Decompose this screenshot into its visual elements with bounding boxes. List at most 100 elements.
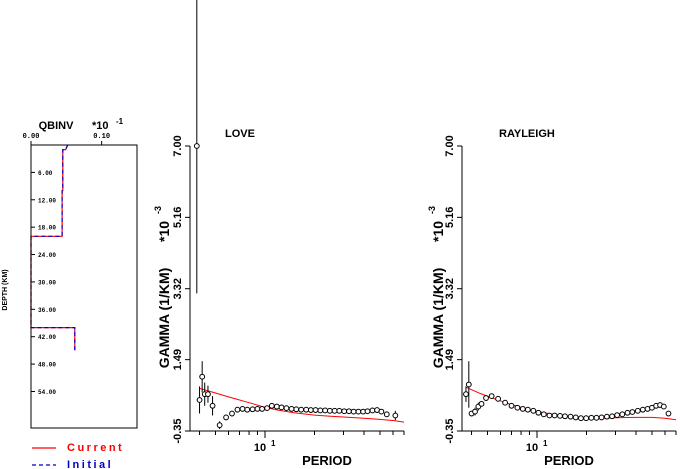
rayleigh-y-tick-label: 5.16	[444, 207, 456, 228]
rayleigh-data-point	[546, 412, 553, 419]
love-data-point	[355, 408, 362, 415]
rayleigh-y-tick-label: 7.00	[444, 135, 456, 156]
love-data-point	[268, 402, 275, 409]
rayleigh-data-point	[488, 393, 495, 400]
love-data-point	[209, 402, 216, 409]
rayleigh-data-point	[629, 409, 636, 415]
rayleigh-data-point	[567, 413, 574, 420]
love-x-axis-label: PERIOD	[302, 453, 352, 468]
qbinv-x-multiplier: *10	[92, 120, 109, 132]
rayleigh-y-tick-label: 1.49	[444, 349, 456, 370]
rayleigh-y-multiplier-exponent: -3	[427, 206, 437, 214]
qbinv-y-tick-label: 18.00	[38, 225, 56, 232]
rayleigh-data-marks	[463, 361, 677, 422]
rayleigh-data-point	[502, 399, 509, 406]
love-data-point	[264, 405, 271, 412]
qbinv-y-axis-label: DEPTH (KM)	[2, 269, 9, 310]
rayleigh-data-point	[639, 406, 646, 413]
qbinv-x-ticks: 0.00 0.10	[23, 133, 110, 145]
qbinv-y-tick-label: 12.00	[38, 197, 56, 204]
qbinv-y-tick-label: 54.00	[38, 389, 56, 396]
love-data-point	[283, 405, 290, 412]
rayleigh-data-point	[609, 413, 615, 420]
love-axes: -0.35 1.49 3.32 5.16 7.00 10 1	[172, 135, 405, 454]
rayleigh-title: RAYLEIGH	[499, 128, 555, 140]
love-data-point	[331, 407, 338, 414]
rayleigh-data-point	[557, 412, 563, 419]
rayleigh-data-point	[660, 403, 667, 410]
rayleigh-data-point	[572, 414, 579, 421]
love-data-point	[341, 408, 348, 415]
rayleigh-panel: RAYLEIGH -0.35 1.49 3.32 5.16 7.00 10 1 PERIOD…	[427, 128, 677, 468]
rayleigh-data-point	[472, 408, 478, 415]
rayleigh-data-point	[624, 409, 631, 416]
love-data-point	[346, 408, 352, 415]
love-y-tick-label: 7.00	[172, 135, 184, 156]
love-y-tick-label: -0.35	[172, 418, 184, 443]
love-y-tick-label: 3.32	[172, 278, 184, 299]
qbinv-y-tick-label: 42.00	[38, 334, 56, 341]
qbinv-y-tick-label: 24.00	[38, 252, 56, 259]
rayleigh-y-tick-label: -0.35	[444, 418, 456, 443]
rayleigh-data-point	[530, 407, 537, 414]
love-data-point	[193, 143, 200, 149]
love-data-point	[326, 407, 333, 414]
love-data-point	[312, 407, 319, 413]
love-data-point	[229, 410, 235, 417]
legend-current-label: Current	[67, 442, 124, 454]
love-data-point	[383, 411, 390, 418]
love-data-point	[234, 406, 241, 413]
love-data-point	[216, 422, 223, 429]
love-y-multiplier: *10	[156, 221, 172, 242]
love-data-point	[307, 407, 314, 413]
qbinv-y-tick-label: 30.00	[38, 279, 56, 286]
love-data-point	[244, 406, 251, 413]
rayleigh-data-point	[463, 391, 469, 398]
legend-initial-label: Initial	[67, 459, 113, 469]
qbinv-y-tick-label: 48.00	[38, 362, 56, 369]
rayleigh-data-point	[551, 412, 558, 419]
rayleigh-data-point	[578, 415, 584, 422]
love-data-point	[303, 406, 310, 413]
rayleigh-data-point	[519, 405, 526, 412]
rayleigh-data-point	[495, 395, 501, 402]
rayleigh-data-point	[465, 381, 472, 388]
love-y-axis-label: GAMMA (1/KM)	[156, 268, 172, 369]
rayleigh-data-point	[619, 411, 626, 418]
rayleigh-data-point	[593, 414, 600, 421]
love-title: LOVE	[225, 128, 255, 140]
rayleigh-y-axis-label: GAMMA (1/KM)	[430, 268, 446, 369]
qbinv-y-ticks: 6.00 12.00 18.00 24.00 30.00 36.00 42.00 48.00 5…	[31, 170, 56, 396]
rayleigh-data-point	[483, 395, 489, 401]
rayleigh-data-point	[562, 413, 568, 420]
love-data-point	[322, 407, 329, 414]
rayleigh-data-point	[634, 407, 641, 414]
love-data-point	[336, 407, 343, 414]
love-data-point	[196, 397, 203, 403]
love-x-tick-exponent: 1	[271, 439, 276, 448]
qbinv-lines	[30, 144, 76, 351]
love-panel: LOVE -0.35 1.49 3.32 5.16 7.00 10 1 PERIOD GAM…	[153, 0, 405, 468]
love-data-point	[278, 404, 285, 411]
love-y-multiplier-exponent: -3	[153, 206, 163, 214]
qbinv-y-tick-label: 6.00	[38, 170, 53, 177]
love-data-point	[273, 403, 280, 410]
rayleigh-x-axis-label: PERIOD	[544, 453, 594, 468]
love-data-point	[350, 408, 357, 415]
qbinv-y-tick-label: 36.00	[38, 307, 56, 314]
rayleigh-data-point	[614, 412, 621, 419]
rayleigh-axes: -0.35 1.49 3.32 5.16 7.00 10 1	[444, 135, 677, 454]
rayleigh-data-point	[603, 413, 610, 420]
love-data-point	[239, 405, 246, 412]
love-theory-curve	[199, 387, 405, 423]
love-data-point	[378, 408, 385, 415]
love-x-tick-label: 10	[254, 442, 266, 454]
love-data-point	[369, 407, 376, 414]
qbinv-panel: QBINV *10 -1 0.00 0.10 6.00 12.00 18.00 24.0…	[2, 117, 138, 469]
rayleigh-data-point	[508, 402, 515, 409]
rayleigh-y-multiplier: *10	[430, 221, 446, 242]
rayleigh-data-point	[524, 406, 531, 413]
love-data-point	[317, 407, 324, 414]
qbinv-series-initial	[30, 144, 76, 351]
